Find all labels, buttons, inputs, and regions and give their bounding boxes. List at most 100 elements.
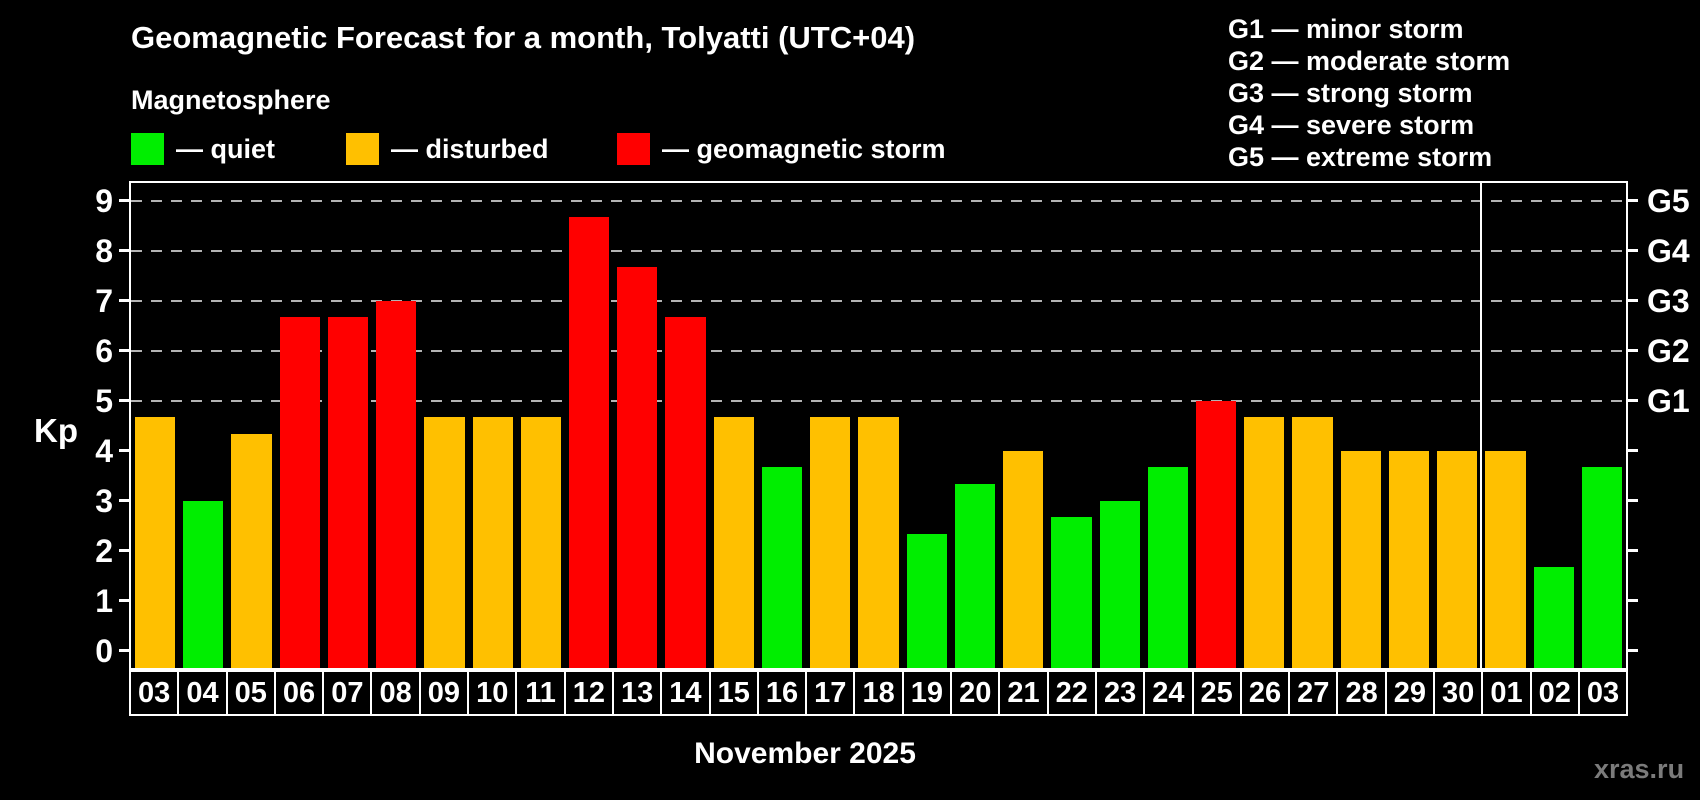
day-label-02: 02 [1532,672,1580,714]
y-tick-label-9: 9 [95,182,113,219]
gridline-kp-9 [131,199,1626,202]
gridline-kp-6 [131,349,1626,352]
kp-bar-day-25 [1195,400,1237,668]
storm-swatch-icon [617,133,650,165]
day-label-05: 05 [228,672,276,714]
day-label-23: 23 [1097,672,1146,714]
day-label-19: 19 [904,672,953,714]
g-legend-line: G5 — extreme storm [1228,142,1493,172]
day-label-12: 12 [566,672,614,714]
kp-bar-day-28 [1340,450,1381,668]
kp-bar-day-04 [183,500,224,668]
legend-label: — quiet [176,134,275,164]
y-axis-title: Kp [34,411,78,449]
day-label-24: 24 [1145,672,1194,714]
y-tick-1 [119,599,131,602]
kp-bar-day-21 [1003,450,1044,668]
day-label-06: 06 [276,672,325,714]
g-legend-line: G1 — minor storm [1228,14,1464,44]
y-tick-4 [119,449,131,452]
day-label-03: 03 [131,672,180,714]
kp-bar-day-22 [1051,517,1092,668]
legend-item-storm: — geomagnetic storm [617,133,946,165]
day-label-14: 14 [662,672,711,714]
y-tick-7 [119,299,131,302]
day-label-15: 15 [711,672,759,714]
day-label-04: 04 [179,672,228,714]
y-tick-5 [119,399,131,402]
chart-title: Geomagnetic Forecast for a month, Tolyat… [131,20,916,55]
kp-bar-day-23 [1099,500,1140,668]
legend-label: — disturbed [391,134,549,164]
kp-bar-day-20 [954,484,996,668]
day-label-07: 07 [324,672,373,714]
x-axis-month-label: November 2025 [694,737,916,770]
day-label-29: 29 [1387,672,1436,714]
disturbed-swatch-icon [346,133,379,165]
kp-bar-day-10 [472,417,513,668]
quiet-swatch-icon [131,133,164,165]
y-tick-label-6: 6 [95,332,113,369]
day-label-16: 16 [759,672,808,714]
y-tick-label-1: 1 [95,582,113,619]
y-tick-2 [119,549,131,552]
y-tick-label-8: 8 [95,232,113,269]
gridline-kp-7 [131,299,1626,302]
day-label-18: 18 [855,672,904,714]
legend-label: — geomagnetic storm [662,134,946,164]
kp-bar-day-27 [1292,417,1333,668]
g-legend-line: G4 — severe storm [1228,110,1475,140]
day-label-22: 22 [1049,672,1097,714]
gridline-kp-8 [131,249,1626,252]
right-tick-1 [1626,599,1638,602]
day-label-25: 25 [1194,672,1242,714]
y-tick-label-7: 7 [95,282,113,319]
gridline-kp-5 [131,399,1626,402]
y-tick-label-2: 2 [95,532,113,569]
y-tick-label-5: 5 [95,382,113,419]
g-axis-label-G3: G3 [1647,282,1690,319]
kp-bar-day-11 [520,417,562,668]
y-tick-0 [119,649,131,652]
kp-bar-day-30 [1437,450,1478,668]
kp-bar-day-05 [231,434,272,668]
kp-bar-day-16 [761,467,803,668]
g-axis-label-G5: G5 [1647,182,1690,219]
y-tick-label-0: 0 [95,632,113,669]
kp-bar-day-01 [1485,450,1526,668]
kp-bar-day-15 [713,417,754,668]
kp-bar-day-02 [1533,567,1574,668]
day-label-20: 20 [952,672,1001,714]
kp-bar-day-07 [327,317,369,668]
day-label-28: 28 [1338,672,1387,714]
kp-bar-day-06 [279,317,320,668]
day-label-09: 09 [421,672,470,714]
kp-bar-day-12 [569,217,610,668]
right-tick-6 [1626,349,1638,352]
day-label-17: 17 [807,672,856,714]
day-label-26: 26 [1242,672,1291,714]
day-label-13: 13 [614,672,663,714]
y-tick-9 [119,199,131,202]
day-label-21: 21 [1000,672,1049,714]
kp-bar-day-19 [906,534,947,668]
x-axis-day-labels: 03 04 05 06 07 08 09 10 11 12 13 14 15 16 17 18 19 20 21 22… [129,670,1628,716]
day-label-30: 30 [1435,672,1484,714]
day-label-08: 08 [372,672,421,714]
y-tick-label-4: 4 [95,432,113,469]
day-label-11: 11 [517,672,566,714]
kp-bar-day-09 [424,417,465,668]
right-tick-0 [1626,649,1638,652]
right-tick-3 [1626,499,1638,502]
kp-bar-day-13 [617,267,658,668]
g-axis-label-G1: G1 [1647,382,1690,419]
kp-bar-day-18 [858,417,899,668]
kp-bar-day-26 [1244,417,1285,668]
day-label-10: 10 [469,672,518,714]
kp-bar-day-29 [1388,450,1430,668]
right-tick-4 [1626,449,1638,452]
legend-item-disturbed: — disturbed [346,133,549,165]
g-legend-line: G2 — moderate storm [1228,46,1511,76]
right-tick-5 [1626,399,1638,402]
